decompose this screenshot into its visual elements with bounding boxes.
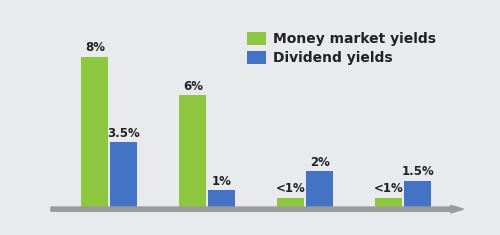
Bar xyxy=(208,190,236,209)
Text: <1%: <1% xyxy=(374,182,404,196)
Bar xyxy=(306,171,334,209)
Text: <1%: <1% xyxy=(276,182,306,196)
Bar xyxy=(81,57,108,209)
Bar xyxy=(375,198,402,209)
Text: 1.5%: 1.5% xyxy=(402,165,434,178)
Bar xyxy=(110,142,138,209)
Text: 3.5%: 3.5% xyxy=(108,127,140,140)
Text: 8%: 8% xyxy=(85,42,105,55)
Bar xyxy=(277,198,304,209)
Bar xyxy=(179,95,206,209)
Bar xyxy=(404,180,431,209)
Text: 1%: 1% xyxy=(212,175,232,188)
Text: 2%: 2% xyxy=(310,156,330,169)
Legend: Money market yields, Dividend yields: Money market yields, Dividend yields xyxy=(247,31,436,65)
Text: 6%: 6% xyxy=(183,80,203,93)
